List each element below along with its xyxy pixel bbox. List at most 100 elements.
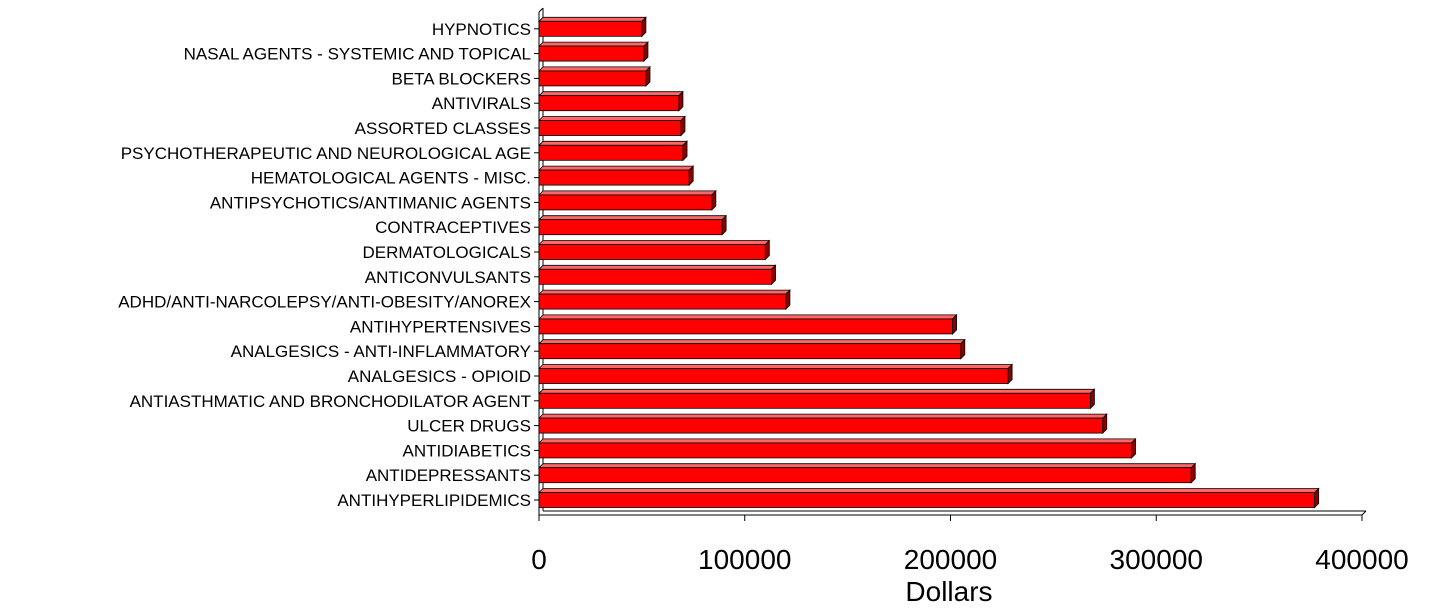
bar-side-face <box>952 313 957 335</box>
category-label: DERMATOLOGICALS <box>363 243 531 262</box>
bar <box>538 388 1096 410</box>
bar <box>538 264 777 286</box>
category-label: ULCER DRUGS <box>407 417 531 436</box>
bar <box>538 90 684 112</box>
x-axis-corner <box>1361 510 1367 516</box>
bar-side-face <box>1190 462 1196 484</box>
x-tick-labels: 0 100000 200000 300000 400000 <box>531 544 1409 575</box>
bar-side-face <box>1102 413 1108 435</box>
bar-top-face <box>538 140 688 146</box>
bar-front-face <box>538 120 682 136</box>
bar-side-face <box>680 115 686 137</box>
bar-top-face <box>538 16 647 22</box>
x-tick-label: 100000 <box>698 544 791 575</box>
x-tick-label: 300000 <box>1110 544 1203 575</box>
bar-front-face <box>538 70 647 87</box>
x-tick-label: 0 <box>531 544 547 575</box>
bar <box>538 239 771 261</box>
bar-side-face <box>641 16 647 38</box>
bar-front-face <box>538 343 962 360</box>
category-label: ANALGESICS - OPIOID <box>348 367 531 386</box>
bar-top-face <box>538 165 695 171</box>
bar-top-face <box>538 215 728 221</box>
category-label: ANTICONVULSANTS <box>365 268 531 287</box>
bar <box>538 487 1320 509</box>
bar-front-face <box>538 417 1104 434</box>
bar <box>538 165 695 187</box>
bar-front-face <box>538 492 1316 508</box>
bar <box>538 338 966 360</box>
bar <box>538 115 686 137</box>
bar-side-face <box>721 214 727 236</box>
bar-front-face <box>538 20 643 37</box>
bar <box>538 140 688 162</box>
bar-top-face <box>538 438 1137 444</box>
bar <box>538 437 1137 459</box>
chart-bars <box>538 16 1320 509</box>
bar-side-face <box>645 65 651 87</box>
bar <box>538 363 1014 385</box>
bar-top-face <box>538 364 1014 369</box>
category-label: ANTIVIRALS <box>432 94 531 113</box>
x-tick-label: 400000 <box>1315 544 1408 575</box>
category-label: ANALGESICS - ANTI-INFLAMMATORY <box>231 342 531 361</box>
bar <box>538 413 1108 435</box>
bar <box>538 462 1197 484</box>
category-labels: ANTIHYPERLIPIDEMICS ANTIDEPRESSANTS ANTIDI… <box>118 20 531 510</box>
bar-front-face <box>538 293 787 310</box>
bar-side-face <box>1131 437 1136 459</box>
bar-top-face <box>538 314 958 320</box>
bar <box>538 41 649 63</box>
category-label: NASAL AGENTS - SYSTEMIC AND TOPICAL <box>184 45 531 64</box>
bar-side-face <box>960 338 966 360</box>
bar <box>538 313 958 335</box>
bar-front-face <box>538 318 953 335</box>
bar-side-face <box>1090 388 1095 410</box>
bar-front-face <box>538 95 680 112</box>
bar <box>538 16 647 38</box>
bar-front-face <box>538 392 1091 409</box>
bar-side-face <box>1314 487 1320 509</box>
y-axis-corner <box>538 7 544 13</box>
bar-front-face <box>538 268 772 285</box>
bar-top-face <box>538 339 966 345</box>
bar-side-face <box>688 165 694 187</box>
bar-top-face <box>538 463 1197 469</box>
bar-top-face <box>538 388 1096 394</box>
bar-side-face <box>711 189 717 211</box>
bar-front-face <box>538 144 684 161</box>
category-label: ANTIASTHMATIC AND BRONCHODILATOR AGENT <box>130 392 531 411</box>
bar-top-face <box>538 91 684 97</box>
bar <box>538 214 728 236</box>
category-label: HYPNOTICS <box>432 20 531 39</box>
bar-top-face <box>538 264 777 270</box>
bar <box>538 65 651 87</box>
bar-front-face <box>538 169 690 186</box>
category-label: CONTRACEPTIVES <box>375 218 531 237</box>
category-label: BETA BLOCKERS <box>391 69 531 88</box>
category-label: ANTIDEPRESSANTS <box>366 466 531 485</box>
bar-top-face <box>538 66 651 72</box>
bar-side-face <box>764 239 770 261</box>
bar-top-face <box>538 240 771 245</box>
bar-side-face <box>1007 363 1013 385</box>
category-label: HEMATOLOGICAL AGENTS - MISC. <box>251 169 531 188</box>
bar-top-face <box>538 289 791 295</box>
category-label: PSYCHOTHERAPEUTIC AND NEUROLOGICAL AGE <box>121 144 531 163</box>
bar-side-face <box>678 90 684 112</box>
bar <box>538 289 791 311</box>
bar-side-face <box>771 264 776 286</box>
bar-side-face <box>682 140 688 162</box>
bar-top-face <box>538 190 717 196</box>
x-tick-label: 200000 <box>904 544 997 575</box>
bar-top-face <box>538 41 649 47</box>
bar-front-face <box>538 467 1192 484</box>
bar <box>538 189 717 211</box>
category-label: ASSORTED CLASSES <box>355 119 531 138</box>
x-axis-title: Dollars <box>905 576 992 607</box>
bar-side-face <box>643 41 649 63</box>
bar-top-face <box>538 116 686 121</box>
category-label: ANTIHYPERTENSIVES <box>350 317 531 336</box>
bar-front-face <box>538 194 713 211</box>
